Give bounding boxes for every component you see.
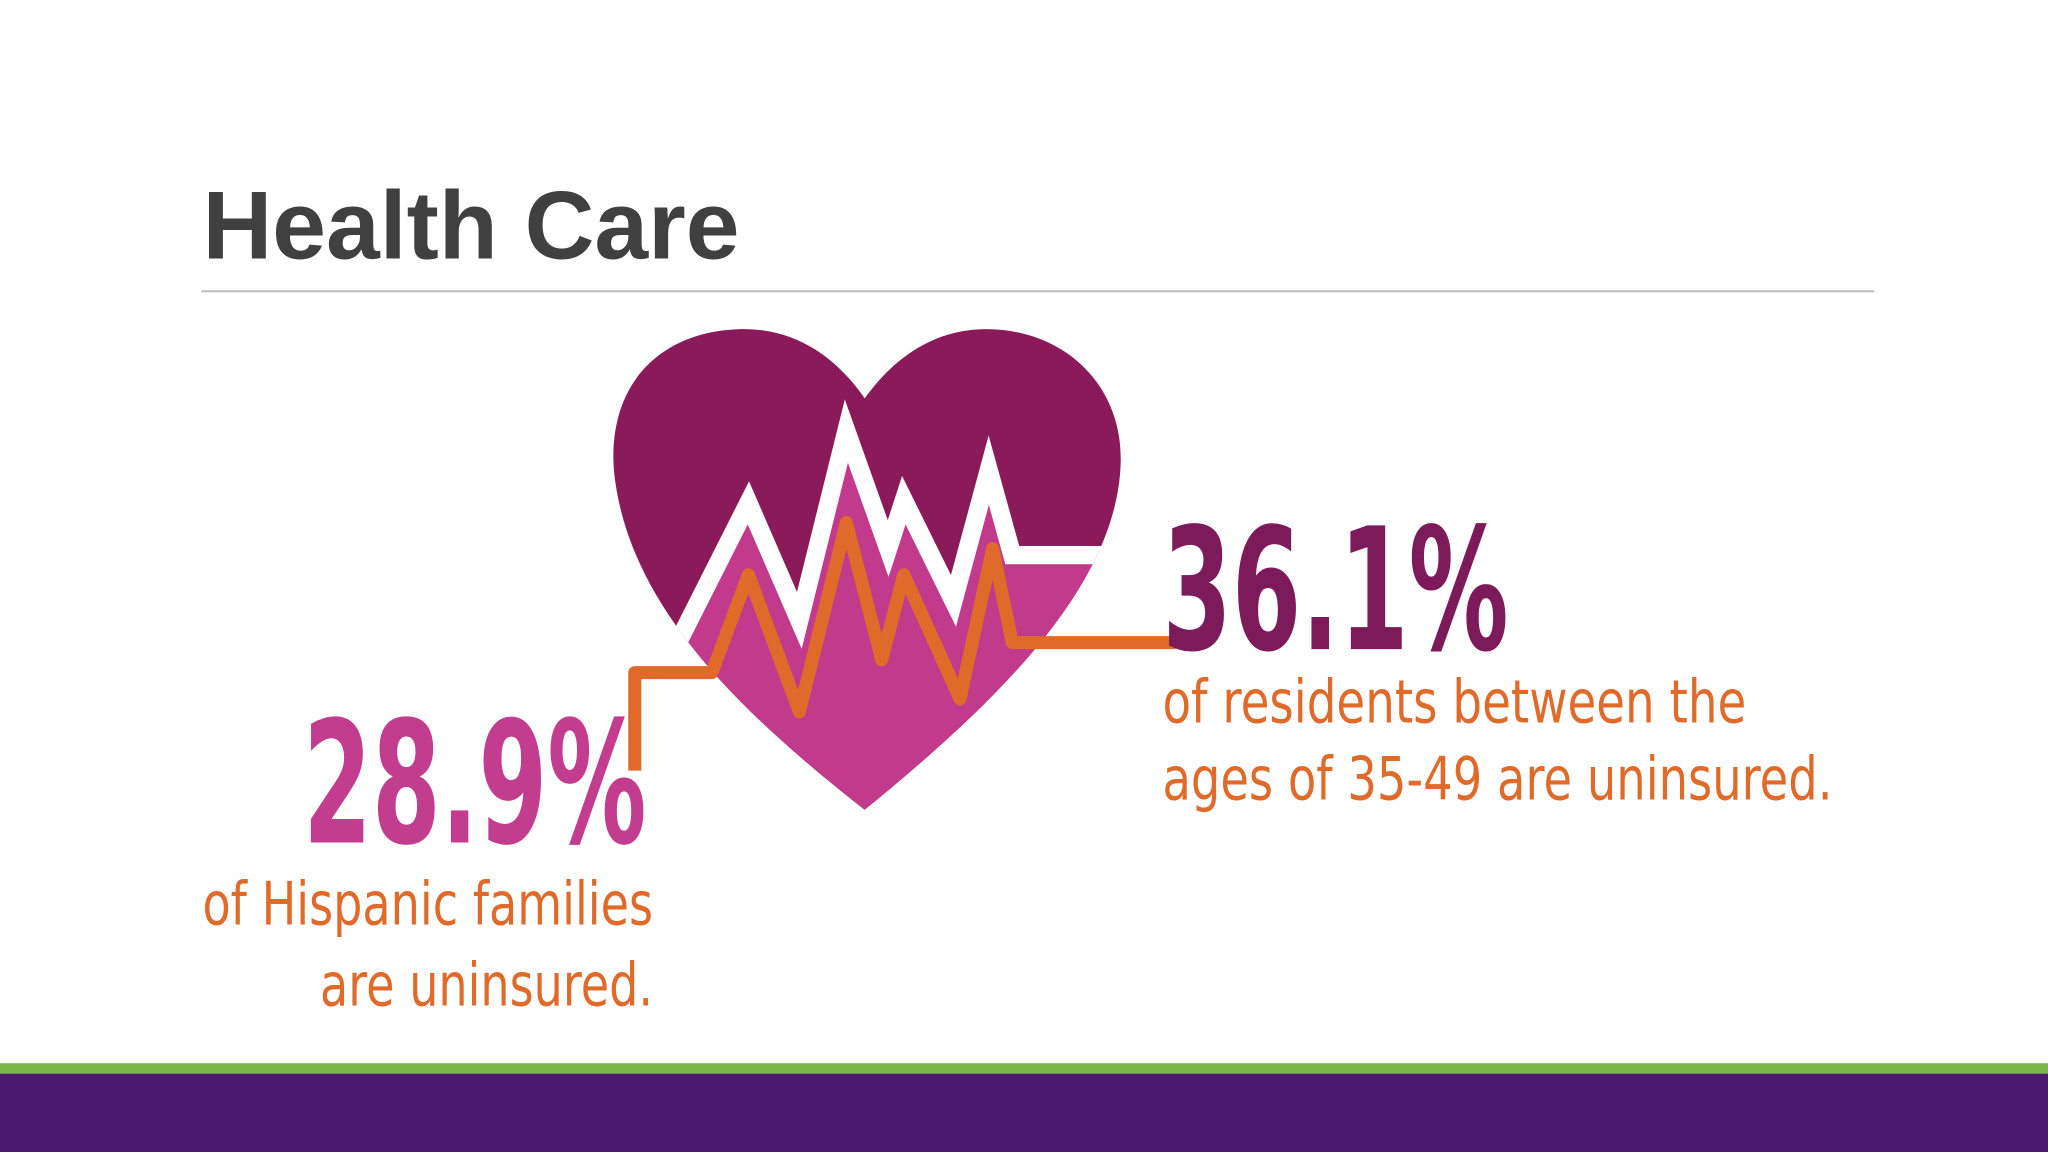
footer-stripe <box>0 1063 2048 1074</box>
stat-text: ages of 35-49 are uninsured. <box>1162 744 1832 814</box>
stat-text: of Hispanic families <box>202 870 653 940</box>
stat-text: are uninsured. <box>320 951 653 1021</box>
stat-figure: 36.1% <box>1162 492 1508 690</box>
stat-text: of residents between the <box>1162 667 1746 737</box>
heart-pulse-white <box>656 399 1121 656</box>
pulse-line <box>628 515 1176 771</box>
footer-band <box>0 1073 2048 1152</box>
slide-title: Health Care <box>202 173 739 280</box>
stat-figure: 28.9% <box>303 685 647 883</box>
